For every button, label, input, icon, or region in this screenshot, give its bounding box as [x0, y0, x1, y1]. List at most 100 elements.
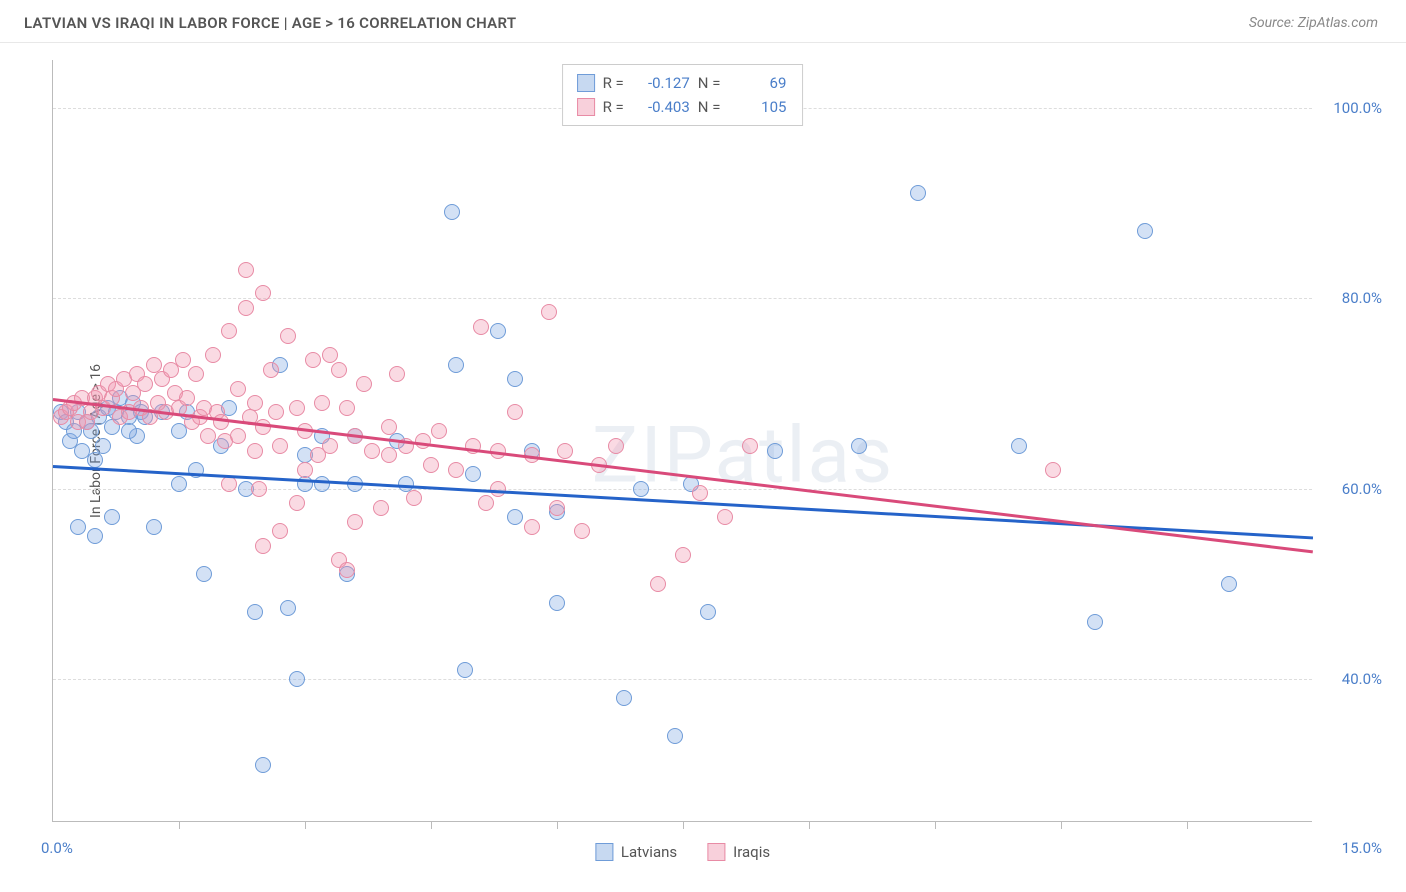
- legend-swatch-latvians: [577, 74, 595, 92]
- data-point: [431, 423, 447, 439]
- data-point: [851, 438, 867, 454]
- data-point: [608, 438, 624, 454]
- x-tick: [809, 821, 810, 829]
- plot-container: ZIPatlas In Labor Force | Age > 16 R = -…: [52, 60, 1382, 822]
- data-point: [297, 462, 313, 478]
- x-tick: [683, 821, 684, 829]
- n-value-latvians: 69: [728, 71, 786, 95]
- data-point: [238, 300, 254, 316]
- data-point: [490, 323, 506, 339]
- y-tick-label: 60.0%: [1322, 480, 1382, 498]
- legend-row-iraqis: R = -0.403 N = 105: [577, 95, 787, 119]
- data-point: [339, 562, 355, 578]
- data-point: [507, 404, 523, 420]
- data-point: [230, 381, 246, 397]
- data-point: [255, 285, 271, 301]
- legend-swatch-iraqis: [707, 843, 725, 861]
- r-label: R =: [603, 95, 624, 119]
- y-tick-label: 40.0%: [1322, 670, 1382, 688]
- plot-area: ZIPatlas In Labor Force | Age > 16 R = -…: [52, 60, 1312, 822]
- x-tick: [1061, 821, 1062, 829]
- data-point: [465, 466, 481, 482]
- data-point: [700, 604, 716, 620]
- data-point: [289, 495, 305, 511]
- data-point: [667, 728, 683, 744]
- data-point: [171, 476, 187, 492]
- chart-header: LATVIAN VS IRAQI IN LABOR FORCE | AGE > …: [0, 0, 1406, 43]
- data-point: [1045, 462, 1061, 478]
- data-point: [87, 452, 103, 468]
- data-point: [507, 371, 523, 387]
- data-point: [289, 400, 305, 416]
- series-legend: Latvians Iraqis: [595, 843, 770, 861]
- data-point: [490, 481, 506, 497]
- data-point: [692, 485, 708, 501]
- data-point: [1221, 576, 1237, 592]
- data-point: [616, 690, 632, 706]
- data-point: [389, 366, 405, 382]
- data-point: [406, 490, 422, 506]
- chart-title: LATVIAN VS IRAQI IN LABOR FORCE | AGE > …: [24, 14, 516, 32]
- data-point: [910, 185, 926, 201]
- data-point: [767, 443, 783, 459]
- data-point: [717, 509, 733, 525]
- data-point: [175, 352, 191, 368]
- stats-legend: R = -0.127 N = 69 R = -0.403 N = 105: [562, 64, 804, 126]
- data-point: [507, 509, 523, 525]
- data-point: [541, 304, 557, 320]
- data-point: [675, 547, 691, 563]
- data-point: [331, 362, 347, 378]
- data-point: [1137, 223, 1153, 239]
- data-point: [633, 481, 649, 497]
- x-tick: [305, 821, 306, 829]
- r-value-latvians: -0.127: [632, 71, 690, 95]
- data-point: [381, 447, 397, 463]
- legend-item-latvians: Latvians: [595, 843, 677, 861]
- data-point: [473, 319, 489, 335]
- data-point: [314, 395, 330, 411]
- data-point: [524, 519, 540, 535]
- data-point: [146, 519, 162, 535]
- x-tick: [557, 821, 558, 829]
- data-point: [251, 481, 267, 497]
- data-point: [322, 438, 338, 454]
- data-point: [247, 604, 263, 620]
- data-point: [373, 500, 389, 516]
- data-point: [364, 443, 380, 459]
- data-point: [121, 423, 137, 439]
- data-point: [104, 509, 120, 525]
- x-axis-min-label: 0.0%: [41, 839, 73, 857]
- data-point: [272, 438, 288, 454]
- legend-item-iraqis: Iraqis: [707, 843, 770, 861]
- data-point: [70, 519, 86, 535]
- data-point: [457, 662, 473, 678]
- data-point: [289, 671, 305, 687]
- data-point: [238, 262, 254, 278]
- data-point: [305, 352, 321, 368]
- data-point: [415, 433, 431, 449]
- data-point: [179, 390, 195, 406]
- legend-label: Iraqis: [733, 843, 770, 861]
- legend-swatch-iraqis: [577, 98, 595, 116]
- x-tick: [1187, 821, 1188, 829]
- data-point: [444, 204, 460, 220]
- data-point: [314, 476, 330, 492]
- data-point: [268, 404, 284, 420]
- data-point: [255, 538, 271, 554]
- x-axis-max-label: 15.0%: [1322, 839, 1382, 857]
- data-point: [95, 438, 111, 454]
- data-point: [742, 438, 758, 454]
- legend-label: Latvians: [621, 843, 677, 861]
- data-point: [478, 495, 494, 511]
- gridline: [53, 298, 1312, 299]
- data-point: [205, 347, 221, 363]
- data-point: [247, 395, 263, 411]
- data-point: [448, 357, 464, 373]
- y-tick-label: 100.0%: [1322, 99, 1382, 117]
- n-label: N =: [698, 71, 721, 95]
- data-point: [549, 500, 565, 516]
- x-tick: [935, 821, 936, 829]
- data-point: [87, 528, 103, 544]
- n-value-iraqis: 105: [728, 95, 786, 119]
- data-point: [347, 514, 363, 530]
